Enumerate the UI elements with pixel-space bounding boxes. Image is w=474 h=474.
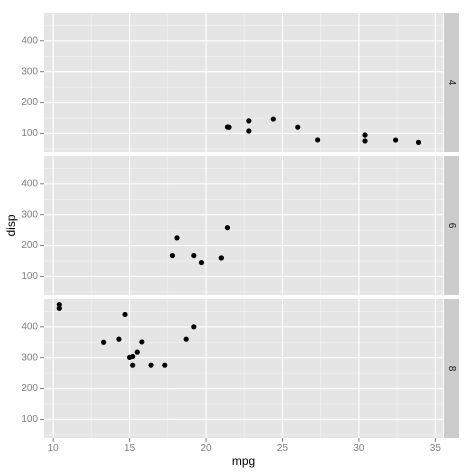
data-point xyxy=(174,235,180,241)
data-point xyxy=(246,128,252,134)
data-point xyxy=(56,301,62,308)
x-tick-label: 35 xyxy=(430,443,442,454)
data-point xyxy=(169,252,176,259)
data-point xyxy=(315,137,321,143)
data-point xyxy=(191,252,197,259)
facet-strip xyxy=(444,13,459,152)
x-tick-label: 25 xyxy=(277,443,289,454)
data-point xyxy=(218,255,224,261)
facet-strip xyxy=(444,299,459,438)
facet-panels: 4 6 8 xyxy=(44,13,459,438)
x-tick-label: 20 xyxy=(200,443,212,454)
y-tick-label: 400 xyxy=(21,35,38,46)
y-tick-label: 400 xyxy=(21,321,38,332)
data-point xyxy=(162,362,168,368)
data-point xyxy=(362,132,368,138)
y-axes: 100 200 300 400 100 200 300 400 100 200 300 400 xyxy=(21,35,44,425)
data-point xyxy=(295,124,301,130)
data-point xyxy=(101,339,107,345)
data-point xyxy=(270,116,276,122)
data-point xyxy=(393,137,399,143)
data-point xyxy=(130,362,136,368)
gridlines xyxy=(44,156,443,295)
facet-strip-label: 4 xyxy=(446,80,457,86)
data-point xyxy=(362,138,368,144)
panel-background xyxy=(44,299,443,438)
data-point xyxy=(224,225,231,231)
data-point xyxy=(415,139,422,145)
x-axis: 10 15 20 25 30 35 xyxy=(48,438,442,454)
x-axis-title: mpg xyxy=(232,454,255,468)
data-point xyxy=(134,349,140,355)
y-tick-label: 100 xyxy=(21,271,38,282)
y-tick-label: 200 xyxy=(21,97,38,108)
x-tick-label: 10 xyxy=(48,443,60,454)
facet-panel-4: 4 xyxy=(44,13,459,152)
facet-strip-label: 8 xyxy=(446,366,457,372)
facet-strip-label: 6 xyxy=(446,223,457,229)
data-point xyxy=(198,259,205,266)
y-tick-label: 300 xyxy=(21,209,38,220)
y-tick-label: 200 xyxy=(21,240,38,251)
y-tick-label: 100 xyxy=(21,414,38,425)
data-point xyxy=(139,339,145,345)
facet-panel-8: 8 xyxy=(44,299,459,438)
y-tick-label: 300 xyxy=(21,352,38,363)
y-tick-label: 200 xyxy=(21,383,38,394)
data-point xyxy=(183,336,189,342)
y-tick-label: 400 xyxy=(21,178,38,189)
panel-background xyxy=(44,13,443,152)
data-point xyxy=(246,118,252,124)
y-axis-title: disp xyxy=(4,214,18,236)
data-point xyxy=(127,354,133,360)
y-tick-label: 300 xyxy=(21,66,38,77)
x-tick-label: 15 xyxy=(124,443,136,454)
gridlines xyxy=(44,13,443,152)
data-point xyxy=(122,311,128,318)
facet-strip xyxy=(444,156,459,295)
data-point xyxy=(191,324,197,330)
data-point xyxy=(224,124,231,130)
data-point xyxy=(116,336,122,342)
facet-panel-6: 6 xyxy=(44,156,459,295)
data-point xyxy=(56,305,62,311)
gridlines xyxy=(44,299,443,438)
y-tick-label: 100 xyxy=(21,128,38,139)
panel-background xyxy=(44,156,443,295)
x-tick-label: 30 xyxy=(353,443,365,454)
data-point xyxy=(148,362,154,368)
